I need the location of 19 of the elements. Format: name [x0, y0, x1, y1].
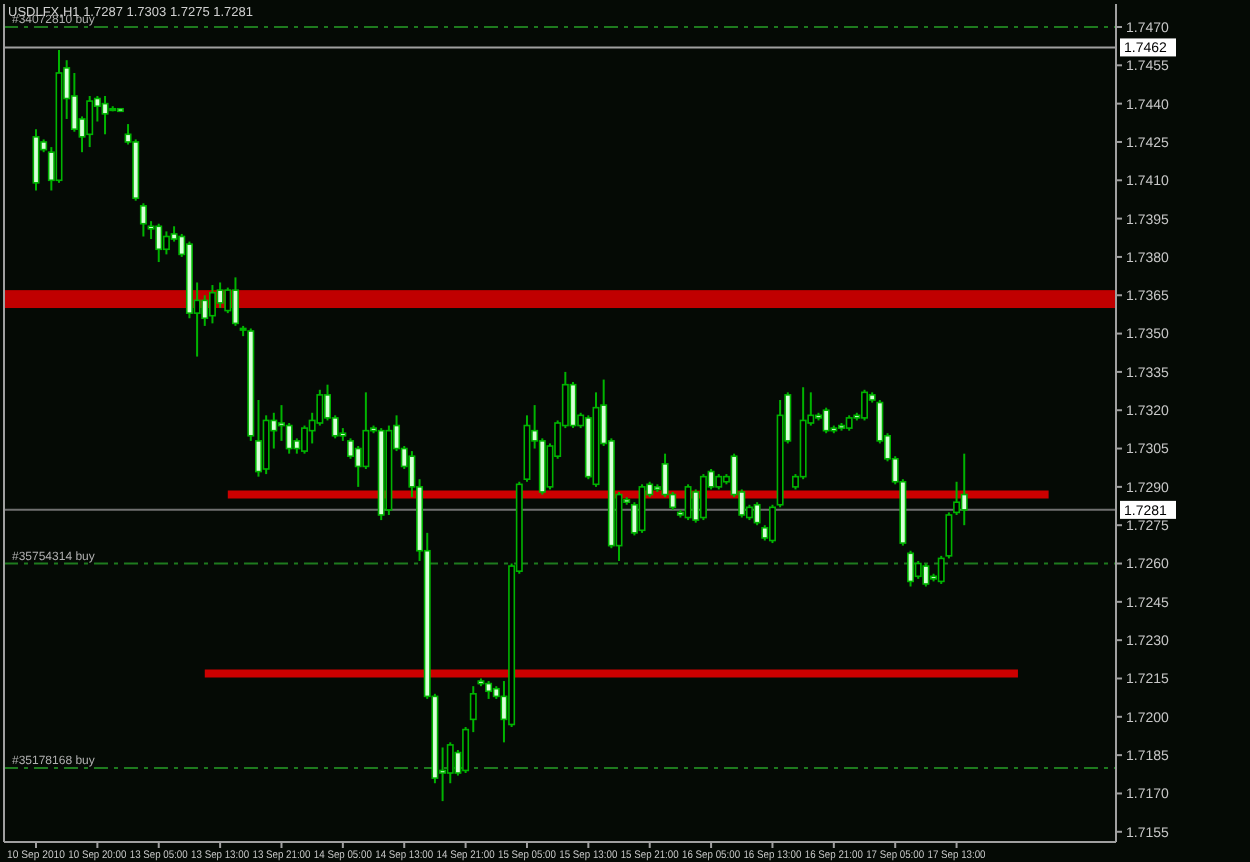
candlestick [216, 281, 224, 310]
candlestick [101, 94, 109, 136]
candlestick [139, 202, 147, 238]
candlestick [86, 94, 94, 149]
candlestick [162, 230, 170, 256]
candlestick [960, 452, 968, 527]
candlestick [861, 388, 868, 422]
candlestick [907, 549, 915, 588]
candlestick [822, 406, 830, 435]
candlestick [699, 473, 707, 522]
candlestick [753, 501, 761, 527]
candlestick [638, 483, 646, 534]
candlestick [684, 483, 692, 522]
candlestick [922, 562, 930, 588]
candlestick [768, 503, 776, 545]
candlestick [285, 422, 293, 455]
candlestick [155, 222, 163, 264]
candlestick [208, 284, 216, 325]
candlestick [231, 276, 239, 327]
